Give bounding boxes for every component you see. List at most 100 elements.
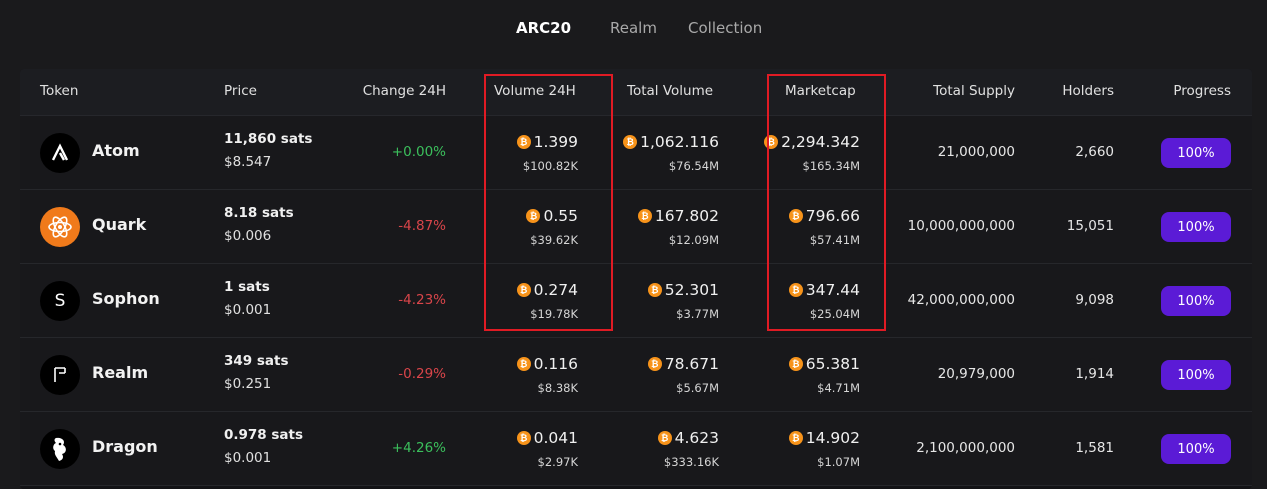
sophon-logo-icon: S: [40, 281, 80, 321]
column-holders[interactable]: Holders: [1062, 83, 1114, 99]
bitcoin-icon: ₿: [526, 209, 541, 223]
bitcoin-icon: ₿: [516, 283, 531, 297]
total-supply: 10,000,000,000: [907, 218, 1015, 234]
price-sats: 349 sats: [224, 353, 289, 369]
token-name[interactable]: Dragon: [92, 437, 158, 456]
volume-24h-usd: $8.38K: [537, 381, 578, 395]
atom-logo-icon: [40, 133, 80, 173]
tab-realm[interactable]: Realm: [610, 19, 657, 37]
volume-24h: ₿ 0.55: [526, 207, 578, 225]
holders: 1,914: [1075, 366, 1114, 382]
token-name[interactable]: Realm: [92, 363, 149, 382]
price-usd: $0.006: [224, 228, 272, 244]
table-row[interactable]: Realm 349 sats $0.251 -0.29% ₿ 0.116 $8.3…: [20, 338, 1252, 412]
table-row[interactable]: S Sophon 1 sats $0.001 -4.23% ₿ 0.274 $19…: [20, 264, 1252, 338]
volume-24h-usd: $19.78K: [530, 307, 578, 321]
marketcap-usd: $25.04M: [809, 307, 860, 321]
bitcoin-icon: ₿: [657, 431, 672, 445]
progress-badge[interactable]: 100%: [1161, 286, 1231, 316]
total-volume-usd: $12.09M: [668, 233, 719, 247]
bitcoin-icon: ₿: [647, 283, 662, 297]
price-usd: $0.251: [224, 376, 272, 392]
table-row[interactable]: Atom 11,860 sats $8.547 +0.00% ₿ 1.399 $1…: [20, 116, 1252, 190]
realm-logo-icon: [40, 355, 80, 395]
total-supply: 42,000,000,000: [907, 292, 1015, 308]
holders: 15,051: [1066, 218, 1114, 234]
change-24h: +0.00%: [391, 144, 446, 160]
bitcoin-icon: ₿: [788, 209, 803, 223]
quark-logo-icon: [40, 207, 80, 247]
progress-badge[interactable]: 100%: [1161, 434, 1231, 464]
table-header: Token Price Change 24H Volume 24H Total …: [20, 69, 1252, 116]
total-volume: ₿ 1,062.116: [623, 133, 719, 151]
volume-highlight-box: [484, 74, 613, 331]
price-sats: 11,860 sats: [224, 131, 313, 147]
marketcap: ₿ 796.66: [788, 207, 860, 225]
dragon-logo-icon: [40, 429, 80, 469]
table-row[interactable]: Quark 8.18 sats $0.006 -4.87% ₿ 0.55 $39.…: [20, 190, 1252, 264]
price-usd: $0.001: [224, 302, 272, 318]
token-table: Token Price Change 24H Volume 24H Total …: [20, 69, 1252, 489]
token-name[interactable]: Sophon: [92, 289, 160, 308]
tab-arc20[interactable]: ARC20: [516, 19, 572, 37]
price-sats: 0.978 sats: [224, 427, 304, 443]
total-volume: ₿ 52.301: [647, 281, 719, 299]
progress-badge[interactable]: 100%: [1161, 360, 1231, 390]
total-volume-usd: $76.54M: [668, 159, 719, 173]
price-usd: $8.547: [224, 154, 272, 170]
holders: 1,581: [1075, 440, 1114, 456]
volume-24h: ₿ 0.274: [516, 281, 578, 299]
bitcoin-icon: ₿: [516, 357, 531, 371]
change-24h: +4.26%: [391, 440, 446, 456]
bitcoin-icon: ₿: [788, 357, 803, 371]
bitcoin-icon: ₿: [516, 431, 531, 445]
total-volume: ₿ 4.623: [657, 429, 719, 447]
volume-24h-usd: $100.82K: [522, 159, 578, 173]
total-volume-usd: $333.16K: [663, 455, 719, 469]
token-name[interactable]: Quark: [92, 215, 147, 234]
bitcoin-icon: ₿: [516, 135, 531, 149]
total-supply: 2,100,000,000: [916, 440, 1015, 456]
volume-24h: ₿ 0.041: [516, 429, 578, 447]
marketcap: ₿ 65.381: [788, 355, 860, 373]
column-token[interactable]: Token: [40, 83, 79, 99]
bitcoin-icon: ₿: [788, 431, 803, 445]
marketcap: ₿ 14.902: [788, 429, 860, 447]
holders: 9,098: [1075, 292, 1114, 308]
progress-badge[interactable]: 100%: [1161, 212, 1231, 242]
marketcap-usd: $165.34M: [802, 159, 860, 173]
table-row[interactable]: Dragon 0.978 sats $0.001 +4.26% ₿ 0.041 $…: [20, 412, 1252, 486]
price-sats: 8.18 sats: [224, 205, 294, 221]
bitcoin-icon: ₿: [647, 357, 662, 371]
column-price[interactable]: Price: [224, 83, 257, 99]
total-volume: ₿ 167.802: [637, 207, 719, 225]
price-sats: 1 sats: [224, 279, 270, 295]
tab-collection[interactable]: Collection: [688, 19, 763, 37]
column-total-supply[interactable]: Total Supply: [933, 83, 1015, 99]
bitcoin-icon: ₿: [637, 209, 652, 223]
marketcap-usd: $1.07M: [817, 455, 860, 469]
total-volume: ₿ 78.671: [647, 355, 719, 373]
change-24h: -4.23%: [398, 292, 446, 308]
column-marketcap[interactable]: Marketcap: [785, 83, 856, 99]
total-supply: 21,000,000: [937, 144, 1015, 160]
total-supply: 20,979,000: [937, 366, 1015, 382]
marketcap-usd: $57.41M: [809, 233, 860, 247]
column-progress[interactable]: Progress: [1173, 83, 1231, 99]
progress-badge[interactable]: 100%: [1161, 138, 1231, 168]
change-24h: -0.29%: [398, 366, 446, 382]
bitcoin-icon: ₿: [623, 135, 638, 149]
price-usd: $0.001: [224, 450, 272, 466]
column-change[interactable]: Change 24H: [362, 83, 446, 99]
volume-24h: ₿ 0.116: [516, 355, 578, 373]
holders: 2,660: [1075, 144, 1114, 160]
volume-24h-usd: $2.97K: [537, 455, 578, 469]
change-24h: -4.87%: [398, 218, 446, 234]
market-tabs: ARC20 Realm Collection: [0, 19, 1267, 41]
marketcap: ₿ 347.44: [788, 281, 860, 299]
column-volume[interactable]: Volume 24H: [494, 83, 576, 99]
column-total-volume[interactable]: Total Volume: [627, 83, 714, 99]
volume-24h: ₿ 1.399: [516, 133, 578, 151]
token-name[interactable]: Atom: [92, 141, 140, 160]
total-volume-usd: $3.77M: [676, 307, 719, 321]
